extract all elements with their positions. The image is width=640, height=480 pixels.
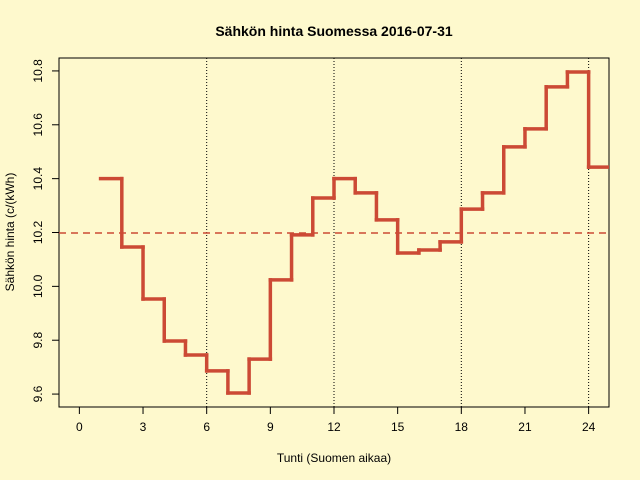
x-axis-label: Tunti (Suomen aikaa) bbox=[277, 451, 391, 465]
x-tick-label: 12 bbox=[327, 420, 341, 434]
x-tick-label: 24 bbox=[582, 420, 596, 434]
y-axis-label: Sähkön hinta (c/(kWh) bbox=[3, 173, 17, 292]
y-tick-label: 10.4 bbox=[31, 167, 45, 191]
y-tick-label: 10.8 bbox=[31, 59, 45, 83]
x-tick-label: 3 bbox=[140, 420, 147, 434]
y-tick-label: 10.0 bbox=[31, 274, 45, 298]
y-tick-label: 9.8 bbox=[31, 332, 45, 349]
y-tick-label: 10.6 bbox=[31, 113, 45, 137]
x-tick-label: 0 bbox=[76, 420, 83, 434]
y-tick-label: 10.2 bbox=[31, 220, 45, 244]
x-tick-label: 6 bbox=[203, 420, 210, 434]
x-tick-label: 21 bbox=[518, 420, 532, 434]
plot-area bbox=[59, 58, 609, 407]
x-tick-label: 15 bbox=[391, 420, 405, 434]
x-tick-label: 18 bbox=[455, 420, 469, 434]
chart-title: Sähkön hinta Suomessa 2016-07-31 bbox=[215, 23, 453, 39]
y-tick-label: 9.6 bbox=[31, 385, 45, 402]
x-tick-label: 9 bbox=[267, 420, 274, 434]
